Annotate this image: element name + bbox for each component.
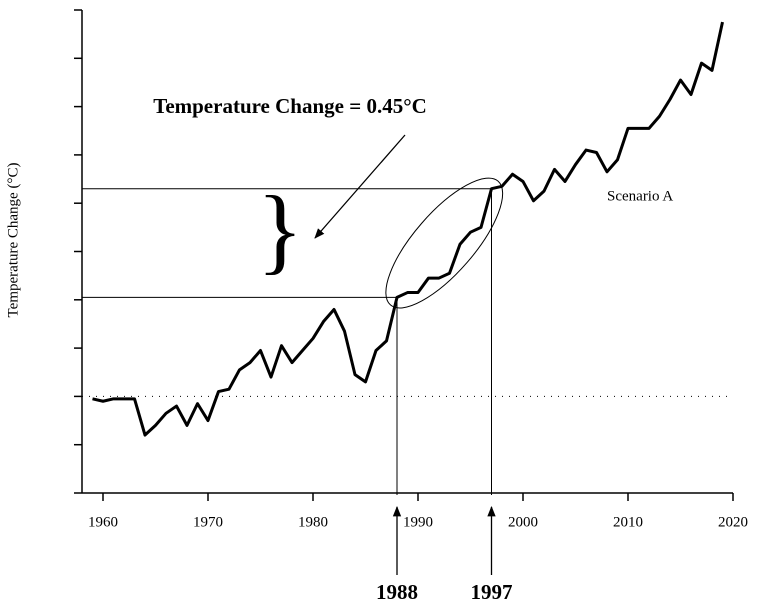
x-tick-label: 2010 bbox=[613, 514, 643, 530]
series-line bbox=[92, 21, 724, 437]
x-tick-label: 2020 bbox=[718, 514, 748, 530]
series-label: Scenario A bbox=[607, 188, 673, 204]
annotation-arrow bbox=[314, 134, 406, 239]
x-tick-label: 1980 bbox=[298, 514, 328, 530]
highlight-ellipse bbox=[385, 177, 504, 309]
x-tick-label: 2000 bbox=[508, 514, 538, 530]
brace: } bbox=[257, 176, 303, 283]
x-tick-label: 1990 bbox=[403, 514, 433, 530]
y-axis-label: Temperature Change (°C) bbox=[5, 163, 21, 318]
x-tick-label: 1970 bbox=[193, 514, 223, 530]
marker-label: 1997 bbox=[471, 580, 513, 604]
x-tick-label: 1960 bbox=[88, 514, 118, 530]
annotation: Temperature Change = 0.45°C bbox=[153, 94, 427, 118]
marker-label: 1988 bbox=[376, 580, 418, 604]
